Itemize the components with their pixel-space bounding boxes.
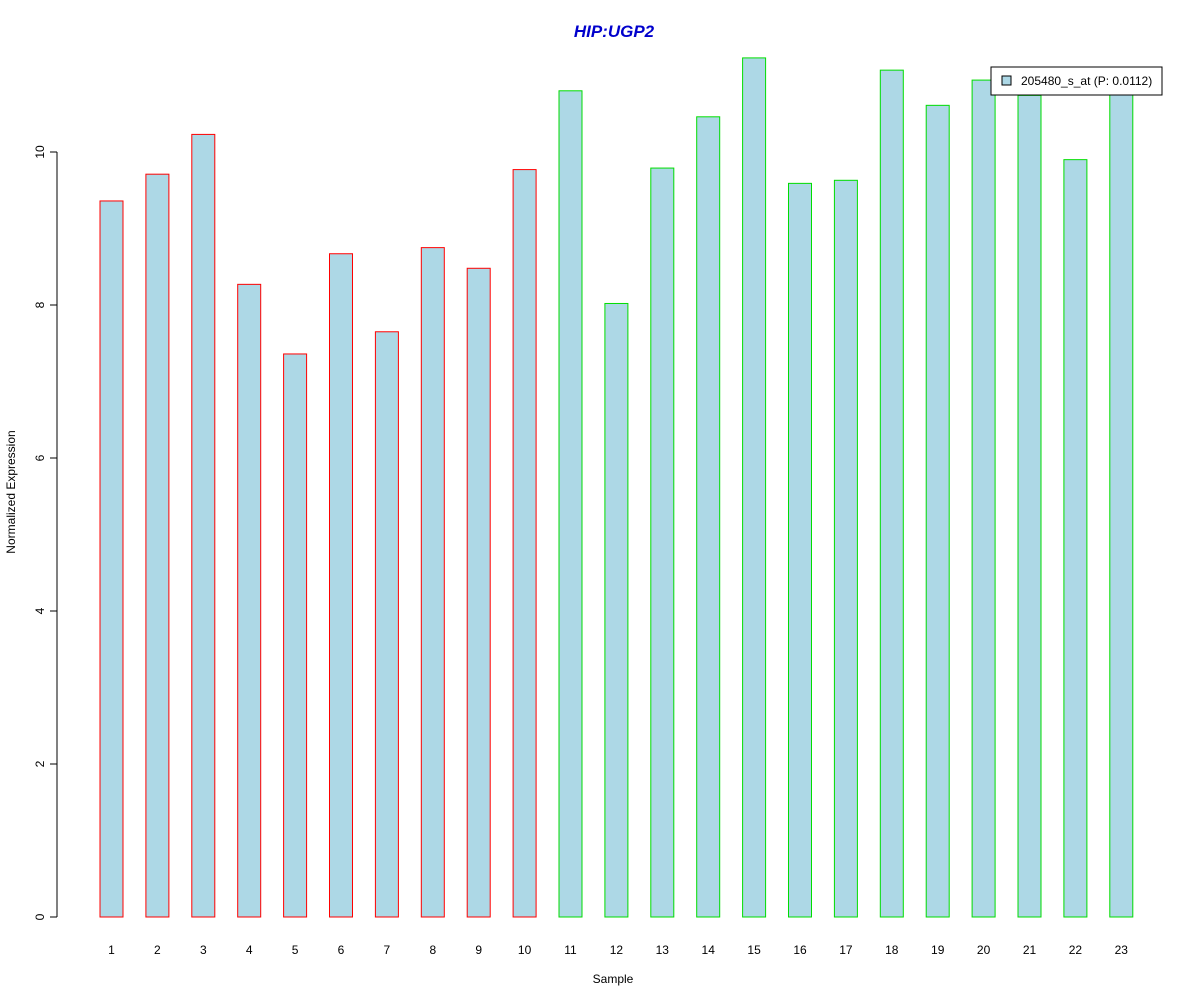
bar-sample-5 (283, 353, 308, 918)
x-tick-label: 14 (702, 943, 716, 957)
bar-sample-3 (191, 133, 216, 918)
bar-sample-4 (237, 283, 262, 918)
x-axis-label: Sample (593, 972, 634, 986)
x-tick-label: 4 (246, 943, 253, 957)
legend-swatch (1001, 75, 1012, 86)
bar-sample-12 (604, 302, 629, 918)
bar-sample-7 (374, 331, 399, 918)
y-tick-label: 2 (33, 760, 47, 767)
x-tick-label: 7 (384, 943, 391, 957)
y-tick-label: 6 (33, 454, 47, 461)
x-tick-label: 11 (564, 943, 577, 957)
y-tick-label: 10 (33, 145, 47, 159)
bar-sample-19 (925, 104, 950, 918)
legend-box (990, 66, 1163, 96)
y-tick-label: 8 (33, 301, 47, 308)
x-tick-label: 1 (108, 943, 115, 957)
bar-sample-15 (742, 57, 767, 918)
x-tick-label: 19 (931, 943, 945, 957)
bar-sample-20 (971, 79, 996, 918)
x-tick-label: 6 (338, 943, 345, 957)
bar-sample-10 (512, 169, 537, 918)
bar-sample-16 (788, 182, 812, 918)
x-tick-label: 20 (977, 943, 991, 957)
x-tick-label: 3 (200, 943, 207, 957)
legend: 205480_s_at (P: 0.0112) (990, 66, 1163, 96)
x-tick-label: 12 (610, 943, 624, 957)
bar-sample-17 (833, 179, 858, 918)
y-tick-label: 4 (33, 607, 47, 614)
x-tick-label: 13 (656, 943, 670, 957)
bar-sample-1 (99, 200, 124, 918)
chart-title: HIP:UGP2 (574, 22, 655, 41)
bar-sample-6 (329, 253, 353, 918)
x-tick-label: 23 (1115, 943, 1129, 957)
legend-label: 205480_s_at (P: 0.0112) (1021, 74, 1152, 88)
y-tick-label: 0 (33, 913, 47, 920)
y-axis-label: Normalized Expression (4, 430, 18, 553)
bar-sample-8 (420, 247, 445, 918)
x-tick-label: 18 (885, 943, 899, 957)
x-tick-label: 9 (475, 943, 482, 957)
x-tick-label: 16 (793, 943, 807, 957)
bar-sample-14 (696, 116, 721, 918)
bar-sample-9 (466, 267, 491, 918)
x-tick-label: 10 (518, 943, 532, 957)
x-tick-labels: 1 2 3 4 5 6 7 8 9 10 11 12 13 14 15 16 17 18 19 20 21 22 23 (108, 943, 1128, 957)
x-tick-label: 8 (429, 943, 436, 957)
x-tick-label: 17 (839, 943, 853, 957)
bar-sample-22 (1063, 159, 1088, 918)
y-axis: 0 2 4 6 8 10 (33, 145, 58, 920)
bar-sample-23 (1109, 93, 1134, 918)
bar-sample-2 (145, 173, 170, 918)
x-tick-label: 22 (1069, 943, 1083, 957)
x-tick-label: 15 (747, 943, 761, 957)
bars (99, 57, 1134, 918)
bar-sample-13 (650, 167, 675, 918)
x-tick-label: 21 (1023, 943, 1037, 957)
bar-sample-18 (879, 69, 904, 918)
x-tick-label: 2 (154, 943, 161, 957)
x-tick-label: 5 (292, 943, 299, 957)
bar-sample-11 (558, 90, 583, 918)
bar-sample-21 (1017, 94, 1042, 918)
